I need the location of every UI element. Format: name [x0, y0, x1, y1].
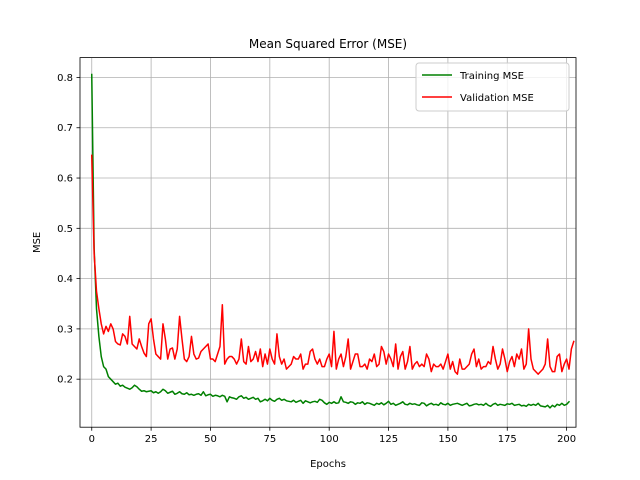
x-tick-label: 50: [204, 434, 217, 445]
axis-ticks: 0 25 50 75 100 125 150 175 200 0.2 0.3 0.4 0.5 0.6 0.7…: [57, 73, 576, 445]
y-tick-label: 0.7: [57, 123, 73, 134]
x-tick-label: 125: [379, 434, 398, 445]
validation-mse-line: [90, 154, 575, 375]
y-tick-label: 0.6: [57, 174, 73, 185]
x-tick-label: 150: [438, 434, 457, 445]
y-tick-label: 0.5: [57, 224, 73, 235]
x-tick-label: 75: [263, 434, 276, 445]
x-tick-label: 175: [498, 434, 517, 445]
legend-label-validation: Validation MSE: [460, 93, 534, 104]
legend-box: [415, 62, 570, 112]
y-tick-label: 0.3: [57, 324, 73, 335]
legend-label-training: Training MSE: [459, 71, 524, 82]
x-tick-label: 0: [89, 434, 95, 445]
x-axis-label: Epochs: [310, 459, 346, 470]
training-mse-line: [90, 73, 571, 409]
x-tick-label: 100: [320, 434, 339, 445]
plot-area-frame: [79, 57, 577, 428]
x-tick-label: 25: [145, 434, 158, 445]
y-axis-label: MSE: [32, 232, 43, 253]
series-lines: [90, 73, 575, 409]
legend: Training MSE Validation MSE: [415, 62, 570, 112]
x-tick-label: 200: [557, 434, 576, 445]
y-tick-label: 0.4: [57, 274, 73, 285]
y-tick-label: 0.8: [57, 73, 73, 84]
grid-lines: [80, 57, 576, 428]
chart-title: Mean Squared Error (MSE): [249, 37, 407, 51]
y-tick-label: 0.2: [57, 375, 73, 386]
